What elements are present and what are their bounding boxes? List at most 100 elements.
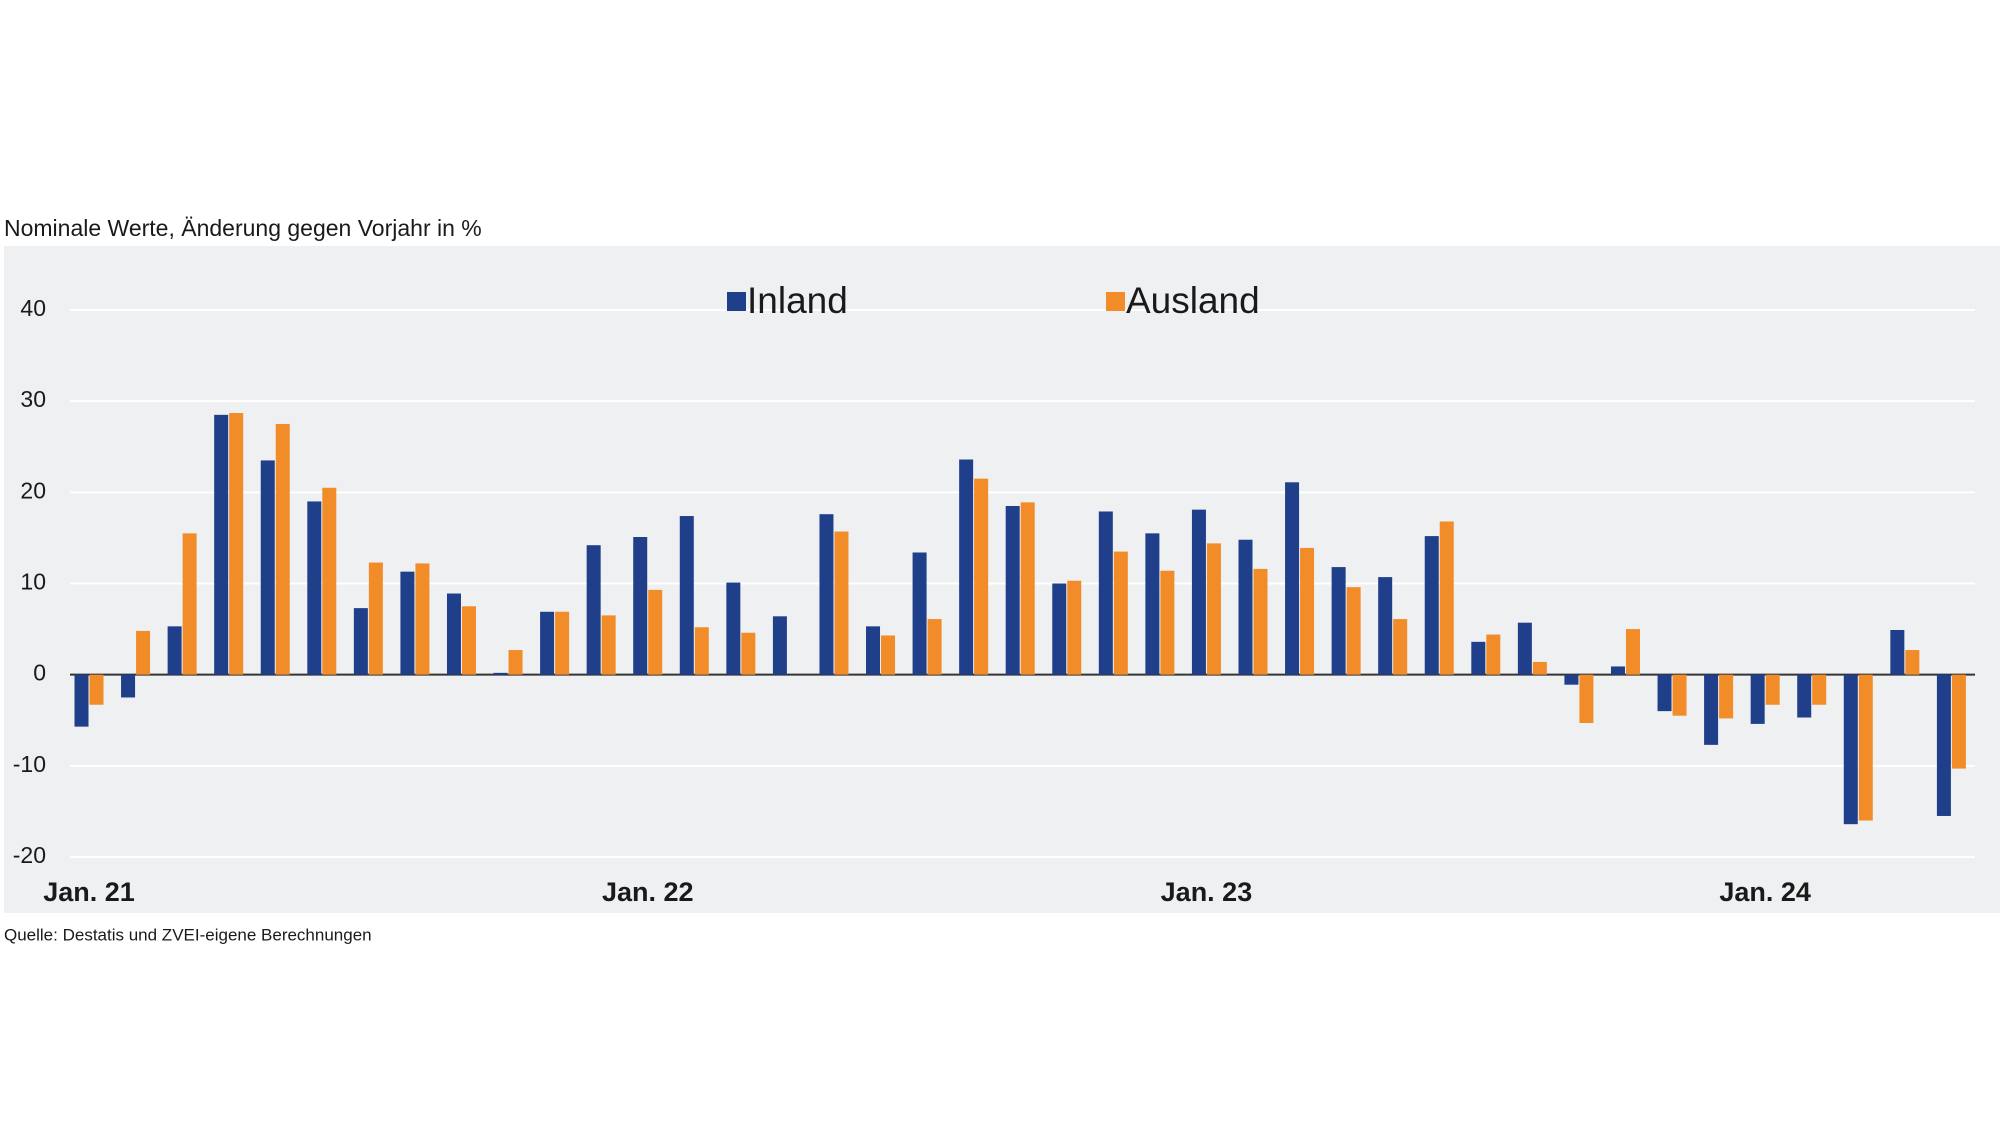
bar [322,487,337,675]
bar [974,478,989,675]
bar [74,674,89,727]
bar [1486,634,1501,675]
bar [726,582,741,675]
bar [1672,674,1687,716]
bar [1905,650,1920,675]
y-tick-label: 30 [20,386,46,412]
y-tick-label: 20 [20,477,46,503]
bar [167,626,182,675]
bar [834,531,849,675]
bar [493,672,508,675]
bar [1378,577,1393,675]
bar [214,414,229,675]
bar [679,516,694,675]
bar [1532,661,1547,675]
bar [353,608,368,675]
bar [1439,521,1454,675]
plot-background [4,246,2000,913]
bar [741,632,756,675]
x-tick-label: Jan. 24 [1719,877,1811,907]
bar [1858,674,1873,821]
bar [1951,674,1966,769]
y-tick-label: 10 [20,569,46,595]
bar [1253,568,1268,675]
bar [121,674,136,698]
bar [1098,511,1113,675]
bar [1424,536,1439,675]
bar [1610,666,1625,675]
bar [881,635,896,675]
bar [1300,547,1315,675]
bar [1750,674,1765,724]
bar [1206,543,1221,675]
legend-label: Inland [747,280,848,321]
bar [648,589,663,675]
bar [307,501,322,675]
bar [555,611,570,675]
y-tick-label: -20 [13,842,46,868]
bar [1936,674,1951,816]
bar [959,459,974,675]
bar [1393,619,1408,675]
legend-swatch [1106,292,1125,311]
bar [540,611,555,675]
bar [1704,674,1719,745]
bar [633,537,648,675]
bar [1191,509,1206,675]
bar [229,413,244,675]
bar [586,545,601,675]
x-tick-label: Jan. 22 [602,877,694,907]
bar [1812,674,1827,705]
x-tick-label: Jan. 23 [1161,877,1253,907]
bar [1005,506,1020,675]
legend-label: Ausland [1126,280,1260,321]
bar [866,626,881,675]
bar [275,423,290,675]
bar [912,552,927,675]
bar [260,460,275,675]
bar [461,606,476,675]
y-tick-label: 40 [20,295,46,321]
bar [1145,533,1160,675]
bar [1331,567,1346,675]
y-tick-label: -10 [13,751,46,777]
bar [1890,629,1905,675]
bar [89,674,104,705]
bar [1020,502,1035,675]
bar [446,593,461,675]
bar [508,650,523,675]
bar [1471,641,1486,675]
y-tick-label: 0 [33,660,46,686]
source-note: Quelle: Destatis und ZVEI-eigene Berechn… [4,925,372,944]
bar [1843,674,1858,825]
bar [368,562,383,675]
bar [1067,580,1082,675]
bar [1625,629,1640,675]
bar [1113,551,1128,675]
chart-subtitle: Nominale Werte, Änderung gegen Vorjahr i… [4,215,482,241]
bar [694,627,709,675]
bar [1160,570,1175,675]
bar [1238,539,1253,675]
bar [1797,674,1812,718]
legend-swatch [727,292,746,311]
bar [1564,674,1579,685]
bar [1765,674,1780,705]
bar [601,615,616,675]
bar [1657,674,1672,712]
bar [1579,674,1594,723]
bar [1719,674,1734,719]
bar [1052,583,1067,675]
bar [136,630,151,675]
bar [927,619,942,675]
bar [1346,587,1361,675]
bar [415,563,430,675]
bar [182,533,197,675]
bar [772,616,787,675]
bar [1517,622,1532,675]
bar [1285,482,1300,675]
bar [400,571,415,675]
x-tick-label: Jan. 21 [43,877,135,907]
bar [819,514,834,675]
